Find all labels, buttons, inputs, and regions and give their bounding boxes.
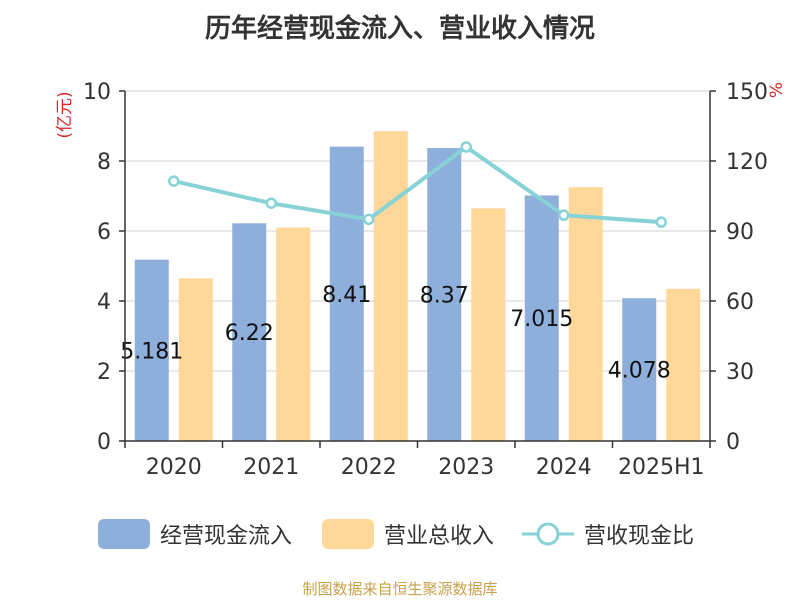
data-label-cash-inflow: 4.078 bbox=[608, 359, 671, 384]
right-axis-tick-label: 120 bbox=[726, 150, 768, 175]
x-axis-tick-label: 2021 bbox=[243, 455, 299, 480]
right-axis-title: % bbox=[767, 82, 787, 98]
bar-cash-inflow bbox=[329, 146, 364, 441]
bar-cash-inflow bbox=[524, 195, 559, 441]
left-axis-title: (亿元) bbox=[55, 91, 75, 138]
legend-swatch-revenue bbox=[322, 519, 374, 549]
ratio-point bbox=[363, 213, 375, 226]
bars bbox=[134, 131, 701, 442]
bar-cash-inflow bbox=[622, 298, 657, 441]
legend-item-revenue[interactable]: 营业总收入 bbox=[322, 516, 494, 552]
legend-label-cash-inflow: 经营现金流入 bbox=[160, 524, 293, 549]
chart: 5.181 6.22 8.41 8.37 7.015 4.078 0 2 4 6 8 10 0 30 60… bbox=[55, 80, 787, 480]
legend-item-ratio[interactable]: 营收现金比 bbox=[522, 516, 694, 552]
left-axis-tick-label: 0 bbox=[97, 430, 111, 455]
legend: 经营现金流入 营业总收入 营收现金比 bbox=[0, 516, 800, 556]
bar-revenue bbox=[276, 227, 311, 441]
data-label-cash-inflow: 5.181 bbox=[120, 339, 183, 364]
legend-label-revenue: 营业总收入 bbox=[384, 524, 495, 549]
bar-cash-inflow bbox=[232, 223, 267, 441]
axes: 0 2 4 6 8 10 0 30 60 90 120 150 (亿元)% 2020 2021 2022 202… bbox=[55, 80, 787, 480]
right-axis-tick-label: 150 bbox=[726, 80, 768, 105]
bar-revenue bbox=[666, 288, 701, 441]
ratio-point bbox=[265, 197, 277, 209]
left-axis-tick-label: 8 bbox=[97, 150, 111, 175]
right-axis-tick-label: 0 bbox=[726, 430, 740, 455]
gridlines bbox=[125, 90, 710, 372]
x-axis-tick-label: 2024 bbox=[536, 455, 592, 480]
bar-revenue bbox=[373, 131, 408, 441]
data-labels: 5.181 6.22 8.41 8.37 7.015 4.078 bbox=[120, 283, 670, 384]
ratio-point bbox=[558, 209, 570, 221]
ratio-line bbox=[168, 141, 667, 228]
bar-revenue bbox=[178, 278, 213, 441]
ratio-line-path bbox=[173, 145, 662, 225]
left-axis-tick-label: 2 bbox=[97, 360, 111, 385]
data-label-cash-inflow: 7.015 bbox=[510, 307, 573, 332]
legend-swatch-cash-inflow bbox=[98, 519, 150, 549]
legend-swatch-ratio bbox=[522, 522, 574, 546]
bar-revenue bbox=[471, 208, 506, 441]
bar-cash-inflow bbox=[134, 259, 169, 441]
ratio-point bbox=[460, 141, 472, 153]
left-axis-tick-label: 4 bbox=[97, 290, 111, 315]
source-note: 制图数据来自恒生聚源数据库 bbox=[302, 580, 498, 598]
ratio-point bbox=[655, 216, 667, 228]
x-axis-tick-label: 2022 bbox=[341, 455, 397, 480]
left-axis-tick-label: 6 bbox=[97, 220, 111, 245]
right-axis-tick-label: 30 bbox=[726, 360, 754, 385]
data-label-cash-inflow: 8.37 bbox=[420, 284, 469, 309]
legend-item-cash-inflow[interactable]: 经营现金流入 bbox=[98, 516, 292, 552]
x-axis-tick-label: 2020 bbox=[146, 455, 202, 480]
data-label-cash-inflow: 8.41 bbox=[322, 283, 371, 308]
x-axis-tick-label: 2025H1 bbox=[618, 455, 705, 480]
legend-label-ratio: 营收现金比 bbox=[584, 524, 695, 549]
bar-cash-inflow bbox=[427, 148, 462, 442]
data-label-cash-inflow: 6.22 bbox=[225, 321, 274, 346]
ratio-point bbox=[168, 175, 180, 187]
bar-revenue bbox=[568, 187, 603, 441]
left-axis-tick-label: 10 bbox=[83, 80, 111, 105]
right-axis-tick-label: 90 bbox=[726, 220, 754, 245]
x-axis-tick-label: 2023 bbox=[438, 455, 494, 480]
right-axis-tick-label: 60 bbox=[726, 290, 754, 315]
chart-title: 历年经营现金流入、营业收入情况 bbox=[204, 14, 595, 44]
